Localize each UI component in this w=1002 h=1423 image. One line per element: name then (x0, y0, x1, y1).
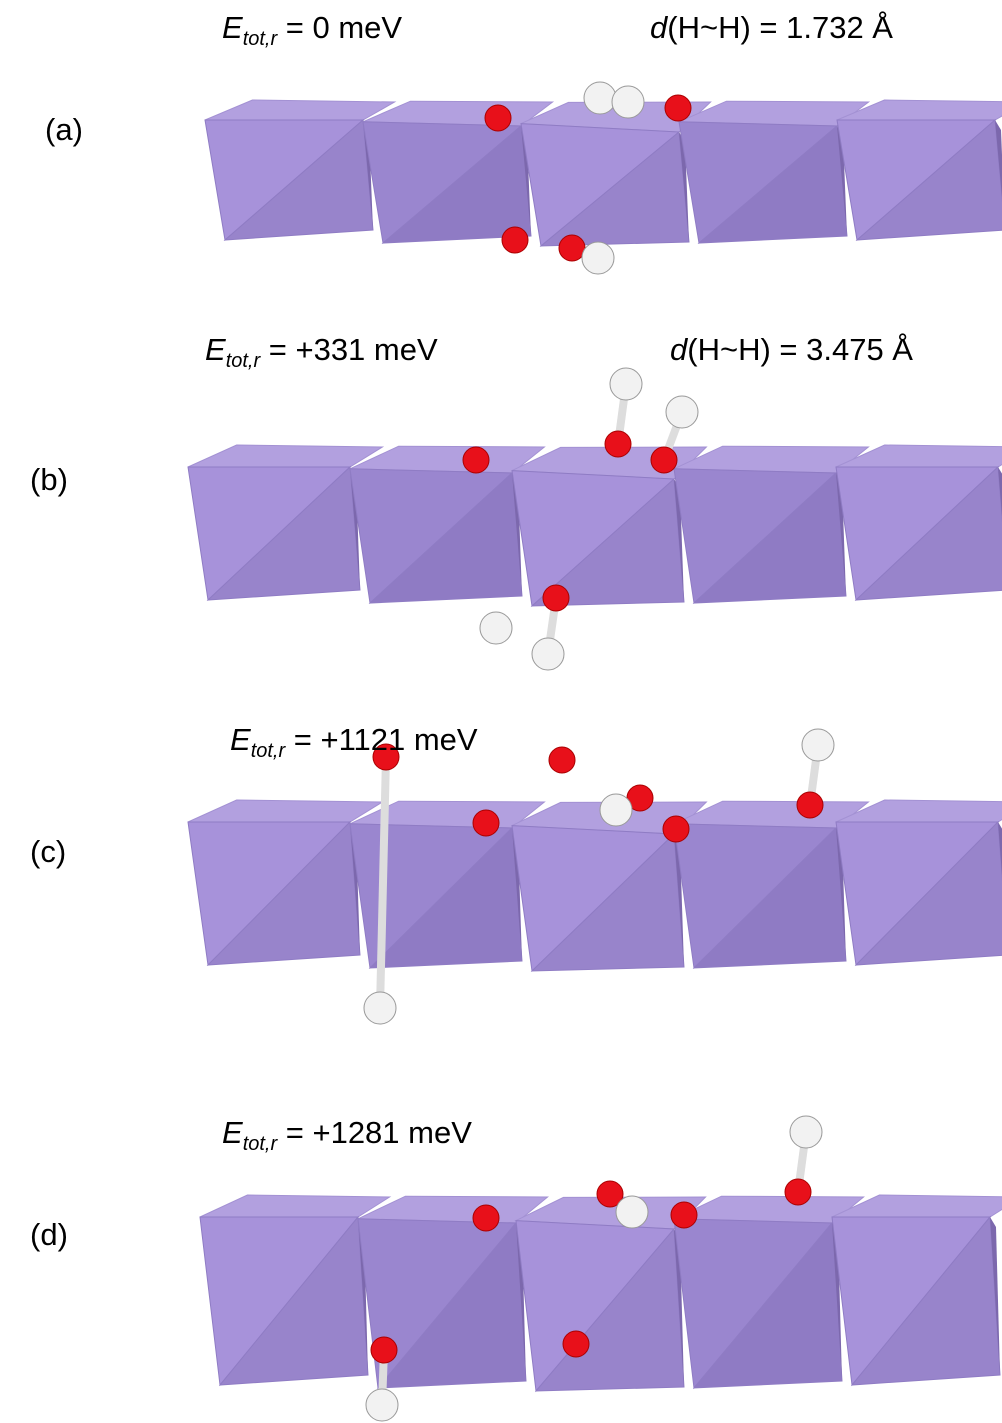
energy-value: = +1121 meV (285, 722, 478, 757)
energy-value: = +331 meV (260, 332, 438, 367)
hydrogen-atom (366, 1389, 398, 1421)
hydrogen-atom (584, 82, 616, 114)
facet-top (205, 100, 395, 120)
slab (205, 82, 1002, 274)
hydrogen-atom (364, 992, 396, 1024)
energy-subscript: tot,r (243, 1133, 279, 1155)
distance-label: d(H~H) = 1.732 Å (650, 10, 893, 45)
hydrogen-atom (600, 794, 632, 826)
bond (380, 757, 386, 1008)
slab (188, 368, 1002, 670)
oxygen-atom (785, 1179, 811, 1205)
hydrogen-atom (480, 612, 512, 644)
oxygen-atom (605, 431, 631, 457)
facet-top (188, 445, 382, 467)
hydrogen-atom (616, 1196, 648, 1228)
oxygen-atom (549, 747, 575, 773)
distance-symbol: d (670, 332, 689, 367)
facet-top (200, 1195, 390, 1217)
energy-subscript: tot,r (243, 28, 279, 50)
energy-symbol: E (222, 1115, 243, 1150)
oxygen-atom (559, 235, 585, 261)
energy-label: Etot,r = +331 meV (205, 332, 438, 372)
hydrogen-atom (612, 86, 644, 118)
panel-label: (c) (30, 834, 66, 869)
oxygen-atom (671, 1202, 697, 1228)
oxygen-atom (485, 105, 511, 131)
oxygen-atom (473, 1205, 499, 1231)
oxygen-atom (371, 1337, 397, 1363)
hydrogen-atom (532, 638, 564, 670)
oxygen-atom (502, 227, 528, 253)
oxygen-atom (797, 792, 823, 818)
energy-subscript: tot,r (226, 350, 262, 372)
energy-label: Etot,r = +1121 meV (230, 722, 478, 762)
oxygen-atom (665, 95, 691, 121)
hydrogen-atom (666, 396, 698, 428)
hydrogen-atom (802, 729, 834, 761)
energy-label: Etot,r = 0 meV (222, 10, 402, 50)
figure: (a)Etot,r = 0 meVd(H~H) = 1.732 Å(b)Etot… (0, 0, 1002, 1423)
panel-label: (d) (30, 1217, 68, 1252)
energy-symbol: E (205, 332, 226, 367)
distance-symbol: d (650, 10, 669, 45)
distance-value: (H~H) = 3.475 Å (687, 332, 913, 367)
energy-value: = +1281 meV (277, 1115, 472, 1150)
distance-label: d(H~H) = 3.475 Å (670, 332, 913, 367)
facet-top (188, 800, 382, 822)
oxygen-atom (663, 816, 689, 842)
hydrogen-atom (610, 368, 642, 400)
oxygen-atom (543, 585, 569, 611)
energy-symbol: E (230, 722, 251, 757)
distance-value: (H~H) = 1.732 Å (667, 10, 893, 45)
slab (188, 729, 1002, 1024)
hydrogen-atom (790, 1116, 822, 1148)
oxygen-atom (473, 810, 499, 836)
energy-label: Etot,r = +1281 meV (222, 1115, 472, 1155)
oxygen-atom (651, 447, 677, 473)
energy-symbol: E (222, 10, 243, 45)
slab (200, 1116, 1002, 1421)
energy-value: = 0 meV (277, 10, 402, 45)
panel-label: (a) (45, 112, 83, 147)
energy-subscript: tot,r (251, 740, 287, 762)
hydrogen-atom (582, 242, 614, 274)
oxygen-atom (563, 1331, 589, 1357)
panel-label: (b) (30, 462, 68, 497)
oxygen-atom (463, 447, 489, 473)
